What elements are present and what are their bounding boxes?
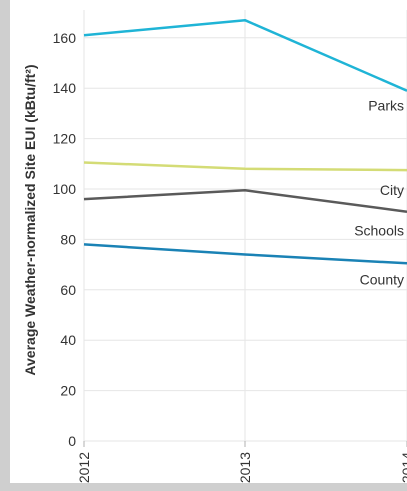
y-tick-label-20: 20 xyxy=(60,383,76,399)
series-line-parks xyxy=(83,18,407,92)
series-line-schools xyxy=(83,189,407,213)
series-label-parks: Parks xyxy=(368,98,404,114)
y-tick-label-140: 140 xyxy=(53,80,77,96)
y-tick-label-40: 40 xyxy=(60,332,76,348)
x-tick-label-2012: 2012 xyxy=(76,452,92,483)
left-frame-bar xyxy=(0,0,10,491)
series-line-city xyxy=(83,161,407,172)
y-tick-label-0: 0 xyxy=(68,433,76,449)
y-tick-label-60: 60 xyxy=(60,282,76,298)
y-tick-label-80: 80 xyxy=(60,231,76,247)
y-tick-label-100: 100 xyxy=(53,181,77,197)
x-tick-label-2014: 2014 xyxy=(399,452,407,483)
bottom-frame-bar xyxy=(0,483,407,491)
series-label-schools: Schools xyxy=(354,223,404,239)
series-line-county xyxy=(83,243,407,265)
y-tick-label-160: 160 xyxy=(53,30,77,46)
series-label-county: County xyxy=(360,271,404,287)
y-axis-label: Average Weather-normalized Site EUI (kBt… xyxy=(22,64,38,375)
y-tick-label-120: 120 xyxy=(53,131,77,147)
series-label-city: City xyxy=(380,182,404,198)
x-tick-label-2013: 2013 xyxy=(237,452,253,483)
